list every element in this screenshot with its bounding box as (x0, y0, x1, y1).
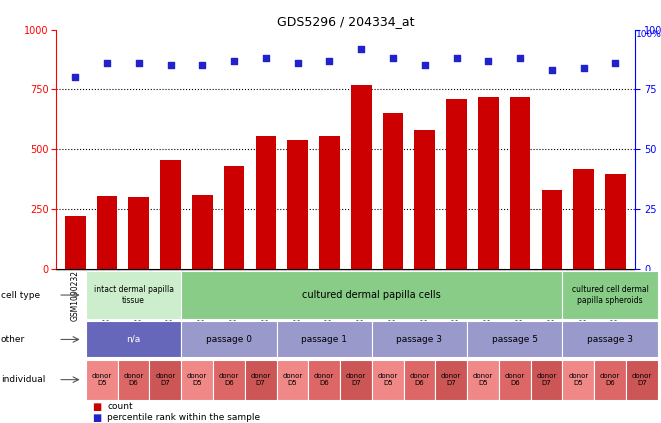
Point (197, 62, 208, 69)
Text: other: other (1, 335, 25, 344)
Text: donor
D5: donor D5 (473, 373, 493, 386)
Bar (97, 196, 118, 269)
Text: cell type: cell type (1, 291, 40, 299)
Text: ■: ■ (93, 402, 102, 412)
Text: donor
D7: donor D7 (251, 373, 271, 386)
Text: donor
D5: donor D5 (282, 373, 303, 386)
Text: 100%: 100% (636, 30, 661, 38)
Point (324, 57, 334, 64)
Point (547, 67, 557, 74)
Text: donor
D7: donor D7 (536, 373, 557, 386)
Text: cultured dermal papilla cells: cultured dermal papilla cells (303, 290, 441, 300)
Point (229, 57, 239, 64)
Bar (478, 96, 498, 269)
Text: passage 0: passage 0 (206, 335, 252, 344)
Text: donor
D6: donor D6 (314, 373, 334, 386)
Text: donor
D5: donor D5 (92, 373, 112, 386)
Bar (65, 216, 85, 269)
Bar (319, 136, 340, 269)
Bar (383, 113, 403, 269)
Text: passage 3: passage 3 (587, 335, 633, 344)
Text: donor
D7: donor D7 (441, 373, 461, 386)
Point (388, 55, 399, 62)
Text: donor
D6: donor D6 (124, 373, 143, 386)
Text: ■: ■ (93, 413, 102, 423)
Text: passage 3: passage 3 (397, 335, 442, 344)
Text: donor
D6: donor D6 (504, 373, 525, 386)
Text: donor
D7: donor D7 (155, 373, 175, 386)
Bar (192, 195, 213, 269)
Text: donor
D5: donor D5 (377, 373, 398, 386)
Point (70, 74, 81, 81)
Text: donor
D6: donor D6 (600, 373, 620, 386)
Title: GDS5296 / 204334_at: GDS5296 / 204334_at (276, 16, 414, 28)
Point (292, 60, 303, 66)
Point (420, 62, 430, 69)
Text: percentile rank within the sample: percentile rank within the sample (107, 413, 260, 423)
Bar (573, 170, 594, 269)
Text: count: count (107, 402, 133, 412)
Text: donor
D7: donor D7 (346, 373, 366, 386)
Bar (288, 140, 308, 269)
Text: cultured cell dermal
papilla spheroids: cultured cell dermal papilla spheroids (572, 286, 648, 305)
Bar (605, 174, 626, 269)
Point (578, 64, 589, 71)
Bar (351, 85, 371, 269)
Point (356, 45, 367, 52)
Bar (256, 136, 276, 269)
Bar (160, 160, 181, 269)
Bar (128, 197, 149, 269)
Text: n/a: n/a (126, 335, 141, 344)
Bar (224, 166, 245, 269)
Bar (510, 96, 531, 269)
Point (102, 60, 112, 66)
Text: donor
D7: donor D7 (632, 373, 652, 386)
Point (610, 60, 621, 66)
Text: individual: individual (1, 375, 45, 384)
Point (260, 55, 271, 62)
Bar (541, 190, 563, 269)
Text: passage 1: passage 1 (301, 335, 347, 344)
Bar (414, 130, 435, 269)
Text: donor
D6: donor D6 (219, 373, 239, 386)
Point (134, 60, 144, 66)
Bar (446, 99, 467, 269)
Text: donor
D6: donor D6 (409, 373, 430, 386)
Text: donor
D5: donor D5 (187, 373, 208, 386)
Point (483, 57, 494, 64)
Point (165, 62, 176, 69)
Text: donor
D5: donor D5 (568, 373, 588, 386)
Point (515, 55, 525, 62)
Text: passage 5: passage 5 (492, 335, 538, 344)
Point (451, 55, 462, 62)
Text: intact dermal papilla
tissue: intact dermal papilla tissue (94, 286, 174, 305)
